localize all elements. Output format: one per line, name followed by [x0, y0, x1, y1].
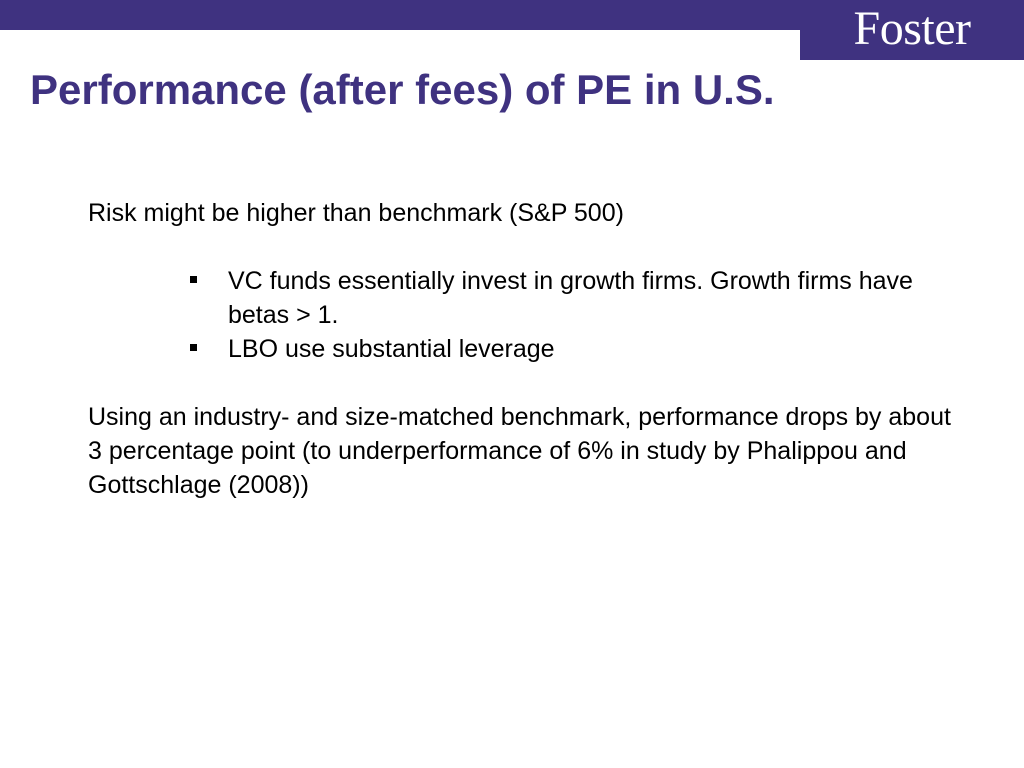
bullet-item: LBO use substantial leverage [190, 332, 968, 366]
slide-body: Risk might be higher than benchmark (S&P… [88, 196, 968, 502]
foster-logo: Foster [800, 0, 1024, 60]
bullet-text: VC funds essentially invest in growth fi… [228, 267, 913, 329]
bullet-list: VC funds essentially invest in growth fi… [88, 264, 968, 366]
square-bullet-icon [190, 344, 197, 351]
bullet-item: VC funds essentially invest in growth fi… [190, 264, 968, 332]
bullet-text: LBO use substantial leverage [228, 335, 555, 363]
square-bullet-icon [190, 276, 197, 283]
intro-paragraph: Risk might be higher than benchmark (S&P… [88, 199, 624, 227]
conclusion-paragraph: Using an industry- and size-matched benc… [88, 403, 951, 499]
logo-text: Foster [853, 2, 972, 55]
slide-title: Performance (after fees) of PE in U.S. [30, 66, 775, 113]
